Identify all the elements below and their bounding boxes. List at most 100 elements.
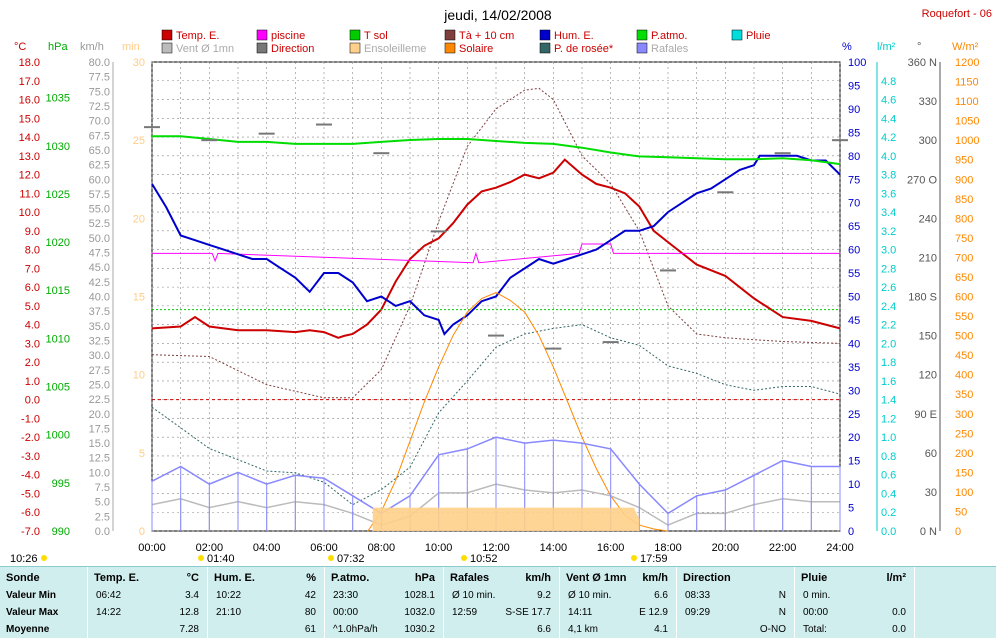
tick-solar: 1200	[955, 57, 979, 69]
tick-wind: 55.0	[89, 204, 110, 216]
tick-rain: 1.0	[881, 432, 896, 444]
tick-dir: 270 O	[907, 174, 937, 186]
tick-wind: 77.5	[89, 72, 110, 84]
series-direction-mark	[488, 334, 504, 337]
stats-cell-label: 21:10	[216, 607, 242, 618]
tick-rain: 2.4	[881, 301, 896, 313]
legend-swatch-2	[349, 29, 361, 41]
series-direction-mark	[258, 132, 275, 135]
stats-unit: km/h	[642, 572, 668, 584]
stats-cell-label: 14:22	[96, 607, 122, 618]
stats-title: P.atmo.	[331, 572, 370, 584]
tick-hum: 80	[848, 151, 860, 163]
tick-rain: 4.0	[881, 151, 896, 163]
tick-press: 1005	[46, 382, 70, 394]
legend-label-6: Pluie	[746, 30, 770, 42]
series-solaire	[367, 292, 668, 532]
tick-rain: 1.6	[881, 376, 896, 388]
stats-title: Sonde	[6, 572, 40, 584]
axis-unit-temp: °C	[14, 41, 26, 53]
tick-hum: 5	[848, 503, 854, 515]
tick-temp: 13.0	[19, 151, 40, 163]
legend-swatch-3	[444, 29, 456, 41]
tick-press: 1035	[46, 93, 70, 105]
tick-rain: 3.8	[881, 170, 896, 182]
tick-time: 00:00	[138, 542, 166, 554]
tick-wind: 62.5	[89, 160, 110, 172]
tick-dir: 360 N	[908, 57, 937, 69]
stats-cell-value: 0.0	[892, 624, 906, 635]
tick-press: 1030	[46, 141, 70, 153]
tick-wind: 2.5	[95, 511, 110, 523]
tick-wind: 30.0	[89, 350, 110, 362]
stats-row: 23:30 1028.1	[325, 587, 443, 604]
tick-solar: 600	[955, 292, 973, 304]
tick-wind: 80.0	[89, 57, 110, 69]
tick-hum: 85	[848, 127, 860, 139]
tick-wind: 40.0	[89, 292, 110, 304]
legend-label-12: Rafales	[651, 43, 689, 55]
tick-time: 18:00	[654, 542, 682, 554]
tick-min: 20	[133, 213, 145, 225]
tick-time: 06:00	[310, 542, 338, 554]
tick-hum: 75	[848, 174, 860, 186]
stats-cell-value: 6.6	[654, 590, 668, 601]
tick-hum: 10	[848, 479, 860, 491]
tick-temp: -4.0	[21, 470, 40, 482]
tick-hum: 55	[848, 268, 860, 280]
tick-wind: 20.0	[89, 409, 110, 421]
series-temp-e-	[151, 158, 841, 339]
tick-time: 02:00	[196, 542, 224, 554]
series-t-10-cm	[151, 87, 841, 399]
stats-row: Valeur Max	[0, 604, 87, 621]
legend-swatch-7	[161, 42, 173, 54]
tick-temp: 12.0	[19, 170, 40, 182]
stats-cell-value: 12.8	[179, 607, 199, 618]
stats-cell-label: 23:30	[333, 590, 359, 601]
tick-time: 10:00	[425, 542, 453, 554]
tick-rain: 0.8	[881, 451, 896, 463]
series-direction-mark	[660, 269, 676, 272]
stats-unit: hPa	[414, 572, 435, 584]
stats-cell-value: O-NO	[759, 624, 786, 635]
tick-time: 16:00	[597, 542, 625, 554]
series-direction-mark	[832, 139, 848, 142]
tick-temp: -2.0	[21, 432, 40, 444]
stats-row: 06:42 3.4	[88, 587, 207, 604]
stats-cell-label: 4,1 km	[568, 624, 599, 635]
tick-solar: 1150	[955, 77, 979, 89]
sun-marker-icon	[41, 555, 47, 561]
stats-cell-value: E 12.9	[639, 607, 668, 618]
stats-row: Ø 10 min. 6.6	[560, 587, 676, 604]
stats-header: Pluie l/m²	[795, 570, 914, 587]
tick-wind: 35.0	[89, 321, 110, 333]
stats-cell-label: Valeur Max	[6, 607, 59, 618]
stats-row: 09:29 N	[677, 604, 794, 621]
legend-swatch-9	[349, 42, 361, 54]
series-ensoleilleme	[372, 507, 640, 531]
stats-cell-value: N	[778, 607, 786, 618]
stats-cell-value: N	[778, 590, 786, 601]
tick-wind: 32.5	[89, 335, 110, 347]
tick-hum: 100	[848, 57, 866, 69]
series-direction-mark	[430, 230, 447, 233]
stats-cell-label: 06:42	[96, 590, 122, 601]
stats-cell-label: Total:	[803, 624, 827, 635]
tick-temp: 1.0	[25, 376, 40, 388]
stats-cell-value: 42	[304, 590, 316, 601]
stats-column: P.atmo. hPa 23:30 1028.1 00:00 1032.0 ^1.0hPa/…	[325, 567, 444, 638]
series-direction-mark	[774, 152, 791, 155]
marker-time: 10:26	[10, 553, 38, 565]
tick-temp: 5.0	[25, 301, 40, 313]
tick-solar: 1050	[955, 116, 979, 128]
tick-wind: 65.0	[89, 145, 110, 157]
tick-temp: -6.0	[21, 507, 40, 519]
stats-row: Valeur Min	[0, 587, 87, 604]
stats-cell-label: Moyenne	[6, 624, 50, 635]
tick-press: 990	[52, 526, 70, 538]
legend-label-0: Temp. E.	[176, 30, 219, 42]
tick-hum: 70	[848, 198, 860, 210]
legend-swatch-10	[444, 42, 456, 54]
tick-min: 15	[133, 292, 145, 304]
tick-temp: 14.0	[19, 132, 40, 144]
